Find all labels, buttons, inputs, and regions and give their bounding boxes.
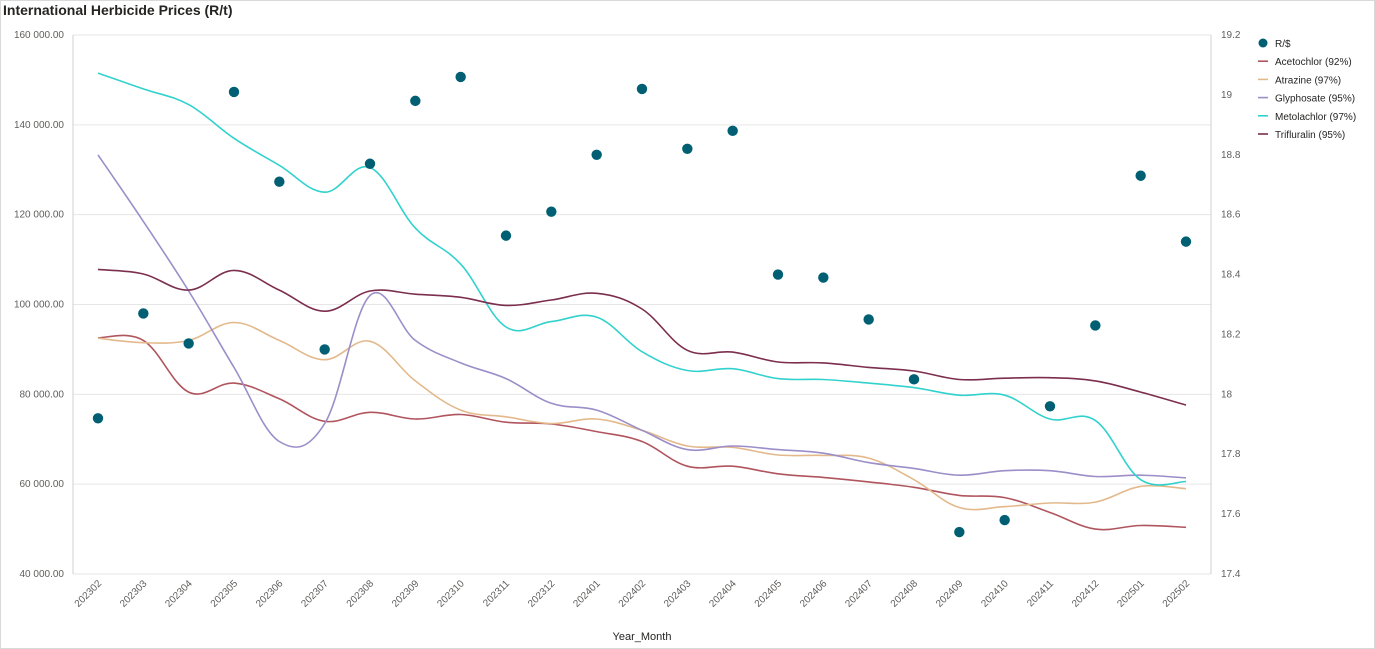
scatter-point <box>909 374 919 384</box>
legend-label: R/$ <box>1275 39 1291 50</box>
y2-tick-label: 18.6 <box>1221 210 1241 221</box>
x-tick-label: 202502 <box>1161 578 1193 610</box>
y2-tick-label: 18.4 <box>1221 270 1241 281</box>
x-tick-label: 202303 <box>118 578 150 610</box>
legend-marker <box>1259 39 1268 48</box>
x-tick-label: 202408 <box>889 578 921 610</box>
scatter-point <box>274 177 284 187</box>
x-tick-label: 202410 <box>979 578 1011 610</box>
x-tick-label: 202306 <box>254 578 286 610</box>
legend-label: Trifluralin (95%) <box>1275 130 1345 141</box>
x-tick-label: 202402 <box>617 578 649 610</box>
y-tick-label: 140 000.00 <box>14 120 64 131</box>
x-axis-title: Year_Month <box>613 631 672 643</box>
scatter-point <box>410 96 420 106</box>
scatter-point <box>319 344 329 354</box>
x-tick-label: 202308 <box>345 578 377 610</box>
scatter-point <box>773 269 783 279</box>
x-tick-label: 202307 <box>299 578 331 610</box>
x-tick-label: 202312 <box>526 578 558 610</box>
y2-tick-label: 17.6 <box>1221 509 1241 520</box>
scatter-point <box>229 87 239 97</box>
y-tick-label: 80 000.00 <box>20 389 65 400</box>
scatter-point <box>138 308 148 318</box>
scatter-point <box>637 84 647 94</box>
scatter-point <box>682 144 692 154</box>
y2-tick-label: 19.2 <box>1221 30 1241 41</box>
x-tick-label: 202501 <box>1115 578 1147 610</box>
legend-label: Acetochlor (92%) <box>1275 57 1352 68</box>
y-tick-label: 60 000.00 <box>20 479 65 490</box>
scatter-point <box>1181 236 1191 246</box>
scatter-point <box>999 515 1009 525</box>
series-line-acetochlor-92 <box>98 335 1186 529</box>
x-tick-label: 202403 <box>662 578 694 610</box>
x-tick-label: 202311 <box>481 578 512 609</box>
series-line-metolachlor-97 <box>98 73 1186 485</box>
scatter-point <box>1045 401 1055 411</box>
scatter-point <box>501 230 511 240</box>
series-line-atrazine-97 <box>98 323 1186 510</box>
x-tick-label: 202404 <box>707 578 739 610</box>
x-tick-label: 202304 <box>163 578 195 610</box>
scatter-point <box>455 72 465 82</box>
scatter-point <box>727 126 737 136</box>
x-tick-label: 202305 <box>209 578 241 610</box>
series-line-glyphosate-95 <box>98 155 1186 478</box>
scatter-point <box>546 206 556 216</box>
legend-label: Glyphosate (95%) <box>1275 94 1355 105</box>
scatter-point <box>1090 320 1100 330</box>
x-tick-label: 202412 <box>1070 578 1102 610</box>
x-tick-label: 202401 <box>571 578 603 610</box>
scatter-point <box>1135 171 1145 181</box>
y-tick-label: 120 000.00 <box>14 210 64 221</box>
scatter-point <box>818 272 828 282</box>
x-tick-label: 202405 <box>753 578 785 610</box>
y2-tick-label: 17.8 <box>1221 449 1241 460</box>
y2-tick-label: 19 <box>1221 90 1233 101</box>
x-tick-label: 202409 <box>934 578 966 610</box>
series-line-trifluralin-95 <box>98 269 1186 405</box>
y-tick-label: 40 000.00 <box>20 569 65 580</box>
y-tick-label: 100 000.00 <box>14 300 64 311</box>
scatter-point <box>954 527 964 537</box>
legend-label: Metolachlor (97%) <box>1275 112 1356 123</box>
x-tick-label: 202302 <box>73 578 105 610</box>
scatter-point <box>365 159 375 169</box>
scatter-point <box>591 150 601 160</box>
x-tick-label: 202407 <box>843 578 875 610</box>
x-tick-label: 202310 <box>435 578 467 610</box>
y2-tick-label: 18 <box>1221 389 1233 400</box>
scatter-point <box>183 338 193 348</box>
scatter-point <box>93 413 103 423</box>
legend-label: Atrazine (97%) <box>1275 75 1341 86</box>
scatter-point <box>863 314 873 324</box>
x-tick-label: 202411 <box>1025 578 1056 609</box>
x-tick-label: 202309 <box>390 578 422 610</box>
y-tick-label: 160 000.00 <box>14 30 64 41</box>
x-tick-label: 202406 <box>798 578 830 610</box>
chart-canvas: 40 000.00 60 000.00 80 000.00 100 000.00 120… <box>0 0 1375 649</box>
y2-tick-label: 17.4 <box>1221 569 1241 580</box>
y2-tick-label: 18.8 <box>1221 150 1241 161</box>
y2-tick-label: 18.2 <box>1221 329 1241 340</box>
